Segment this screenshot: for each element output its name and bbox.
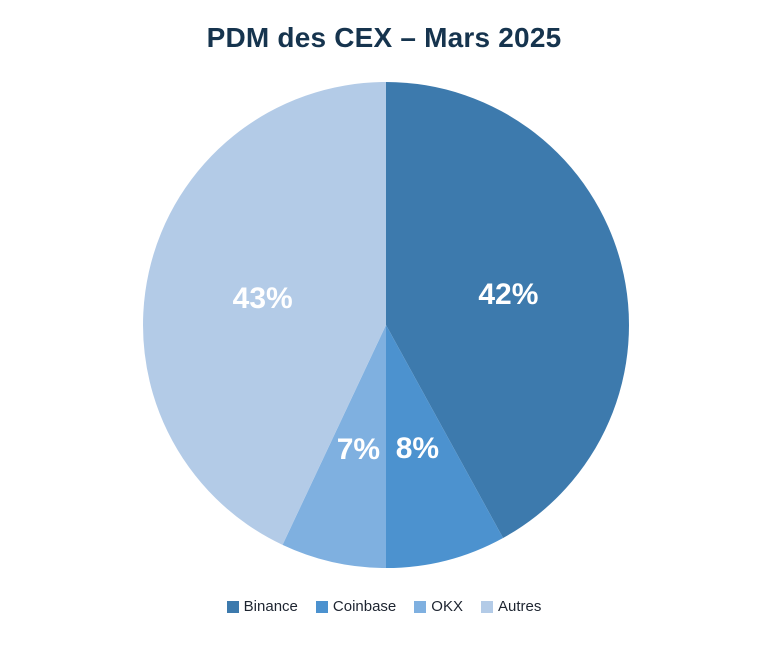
legend-item-autres: Autres <box>480 598 542 615</box>
pie-slice-coinbase <box>386 325 504 568</box>
slice-value-label-binance: 42% <box>478 278 538 311</box>
chart-title: PDM des CEX – Mars 2025 <box>206 22 562 53</box>
legend-swatch-coinbase <box>315 600 328 613</box>
legend-swatch-binance <box>226 600 239 613</box>
legend-item-binance: Binance <box>226 598 298 615</box>
legend: Binance Coinbase OKX Autres <box>0 598 768 615</box>
slice-value-label-autres: 43% <box>233 282 293 315</box>
pie-slice-okx <box>282 325 386 568</box>
legend-item-okx: OKX <box>414 598 463 615</box>
slice-value-label-okx: 7% <box>337 433 380 466</box>
legend-item-coinbase: Coinbase <box>315 598 397 615</box>
legend-swatch-autres <box>480 600 493 613</box>
legend-label-coinbase: Coinbase <box>332 598 397 615</box>
pie-slice-autres <box>143 82 386 545</box>
legend-swatch-okx <box>414 600 427 613</box>
legend-label-okx: OKX <box>431 598 463 615</box>
slice-value-label-coinbase: 8% <box>396 432 439 465</box>
legend-label-autres: Autres <box>497 598 542 615</box>
legend-label-binance: Binance <box>243 598 298 615</box>
pie-slice-binance <box>386 82 629 538</box>
